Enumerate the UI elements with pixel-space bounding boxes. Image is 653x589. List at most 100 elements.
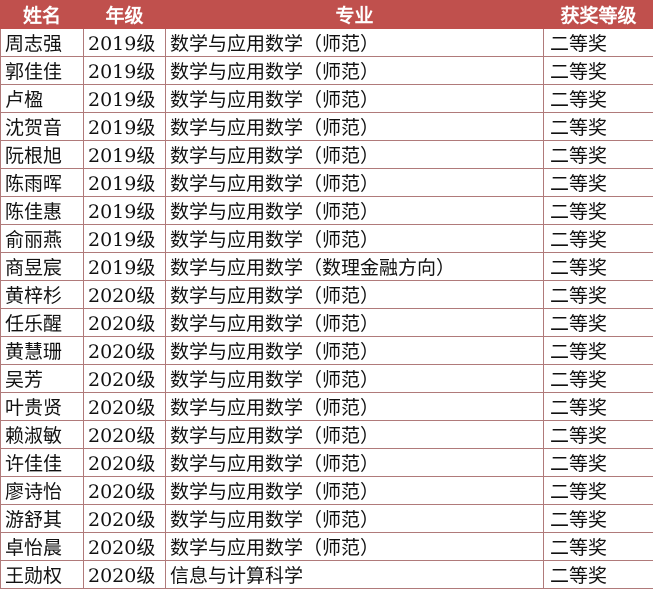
table-row: 黄慧珊 2020级 数学与应用数学（师范） 二等奖 — [0, 336, 653, 365]
table-row: 沈贺音 2019级 数学与应用数学（师范） 二等奖 — [0, 112, 653, 141]
cell-name: 卢楹 — [0, 84, 84, 113]
cell-major: 数学与应用数学（师范） — [165, 308, 544, 337]
cell-award: 二等奖 — [543, 252, 653, 281]
cell-name: 陈雨晖 — [0, 168, 84, 197]
cell-award: 二等奖 — [543, 168, 653, 197]
table-row: 郭佳佳 2019级 数学与应用数学（师范） 二等奖 — [0, 56, 653, 85]
cell-grade: 2019级 — [83, 224, 166, 253]
cell-grade: 2020级 — [83, 308, 166, 337]
cell-award: 二等奖 — [543, 140, 653, 169]
cell-name: 黄慧珊 — [0, 336, 84, 365]
cell-grade: 2020级 — [83, 560, 166, 589]
cell-name: 黄梓杉 — [0, 280, 84, 309]
cell-major: 信息与计算科学 — [165, 560, 544, 589]
cell-award: 二等奖 — [543, 196, 653, 225]
table-row: 商昱宸 2019级 数学与应用数学（数理金融方向） 二等奖 — [0, 252, 653, 281]
table-row: 任乐醒 2020级 数学与应用数学（师范） 二等奖 — [0, 308, 653, 337]
cell-grade: 2020级 — [83, 476, 166, 505]
table-row: 许佳佳 2020级 数学与应用数学（师范） 二等奖 — [0, 448, 653, 477]
table-row: 卢楹 2019级 数学与应用数学（师范） 二等奖 — [0, 84, 653, 113]
cell-name: 叶贵贤 — [0, 392, 84, 421]
table-row: 卓怡晨 2020级 数学与应用数学（师范） 二等奖 — [0, 532, 653, 561]
cell-major: 数学与应用数学（师范） — [165, 448, 544, 477]
header-grade: 年级 — [83, 0, 166, 29]
cell-grade: 2019级 — [83, 168, 166, 197]
cell-name: 卓怡晨 — [0, 532, 84, 561]
cell-major: 数学与应用数学（师范） — [165, 84, 544, 113]
cell-name: 王勋权 — [0, 560, 84, 589]
cell-name: 吴芳 — [0, 364, 84, 393]
table-row: 游舒其 2020级 数学与应用数学（师范） 二等奖 — [0, 504, 653, 533]
cell-name: 商昱宸 — [0, 252, 84, 281]
cell-major: 数学与应用数学（师范） — [165, 420, 544, 449]
cell-grade: 2019级 — [83, 112, 166, 141]
table-row: 陈雨晖 2019级 数学与应用数学（师范） 二等奖 — [0, 168, 653, 197]
cell-name: 郭佳佳 — [0, 56, 84, 85]
cell-grade: 2019级 — [83, 140, 166, 169]
cell-award: 二等奖 — [543, 560, 653, 589]
cell-award: 二等奖 — [543, 56, 653, 85]
header-row: 姓名 年级 专业 获奖等级 — [0, 0, 653, 29]
cell-grade: 2020级 — [83, 336, 166, 365]
cell-name: 陈佳惠 — [0, 196, 84, 225]
cell-award: 二等奖 — [543, 224, 653, 253]
cell-major: 数学与应用数学（师范） — [165, 336, 544, 365]
table-row: 王勋权 2020级 信息与计算科学 二等奖 — [0, 560, 653, 589]
cell-award: 二等奖 — [543, 308, 653, 337]
cell-grade: 2020级 — [83, 280, 166, 309]
cell-name: 阮根旭 — [0, 140, 84, 169]
cell-major: 数学与应用数学（师范） — [165, 28, 544, 57]
cell-name: 许佳佳 — [0, 448, 84, 477]
cell-grade: 2020级 — [83, 504, 166, 533]
cell-major: 数学与应用数学（师范） — [165, 392, 544, 421]
cell-major: 数学与应用数学（师范） — [165, 504, 544, 533]
cell-name: 周志强 — [0, 28, 84, 57]
cell-name: 任乐醒 — [0, 308, 84, 337]
cell-grade: 2020级 — [83, 364, 166, 393]
table-body: 周志强 2019级 数学与应用数学（师范） 二等奖 郭佳佳 2019级 数学与应用数学（师范… — [0, 28, 653, 589]
cell-major: 数学与应用数学（师范） — [165, 532, 544, 561]
cell-grade: 2020级 — [83, 392, 166, 421]
header-award: 获奖等级 — [543, 0, 653, 29]
cell-grade: 2020级 — [83, 420, 166, 449]
cell-major: 数学与应用数学（师范） — [165, 476, 544, 505]
cell-grade: 2019级 — [83, 56, 166, 85]
cell-major: 数学与应用数学（师范） — [165, 112, 544, 141]
cell-major: 数学与应用数学（师范） — [165, 196, 544, 225]
cell-name: 游舒其 — [0, 504, 84, 533]
table-row: 俞丽燕 2019级 数学与应用数学（师范） 二等奖 — [0, 224, 653, 253]
table-row: 阮根旭 2019级 数学与应用数学（师范） 二等奖 — [0, 140, 653, 169]
cell-name: 廖诗怡 — [0, 476, 84, 505]
cell-major: 数学与应用数学（师范） — [165, 168, 544, 197]
header-name: 姓名 — [0, 0, 84, 29]
cell-major: 数学与应用数学（数理金融方向） — [165, 252, 544, 281]
table-row: 廖诗怡 2020级 数学与应用数学（师范） 二等奖 — [0, 476, 653, 505]
cell-award: 二等奖 — [543, 448, 653, 477]
cell-grade: 2019级 — [83, 84, 166, 113]
table-row: 周志强 2019级 数学与应用数学（师范） 二等奖 — [0, 28, 653, 57]
table-row: 赖淑敏 2020级 数学与应用数学（师范） 二等奖 — [0, 420, 653, 449]
cell-name: 沈贺音 — [0, 112, 84, 141]
cell-major: 数学与应用数学（师范） — [165, 56, 544, 85]
cell-major: 数学与应用数学（师范） — [165, 140, 544, 169]
table-row: 陈佳惠 2019级 数学与应用数学（师范） 二等奖 — [0, 196, 653, 225]
cell-major: 数学与应用数学（师范） — [165, 224, 544, 253]
table-row: 黄梓杉 2020级 数学与应用数学（师范） 二等奖 — [0, 280, 653, 309]
cell-award: 二等奖 — [543, 336, 653, 365]
cell-grade: 2020级 — [83, 448, 166, 477]
cell-grade: 2019级 — [83, 252, 166, 281]
cell-major: 数学与应用数学（师范） — [165, 280, 544, 309]
cell-award: 二等奖 — [543, 84, 653, 113]
cell-grade: 2020级 — [83, 532, 166, 561]
cell-award: 二等奖 — [543, 392, 653, 421]
cell-award: 二等奖 — [543, 420, 653, 449]
cell-grade: 2019级 — [83, 28, 166, 57]
cell-major: 数学与应用数学（师范） — [165, 364, 544, 393]
cell-award: 二等奖 — [543, 504, 653, 533]
table-row: 吴芳 2020级 数学与应用数学（师范） 二等奖 — [0, 364, 653, 393]
cell-grade: 2019级 — [83, 196, 166, 225]
cell-award: 二等奖 — [543, 364, 653, 393]
cell-name: 俞丽燕 — [0, 224, 84, 253]
cell-award: 二等奖 — [543, 28, 653, 57]
